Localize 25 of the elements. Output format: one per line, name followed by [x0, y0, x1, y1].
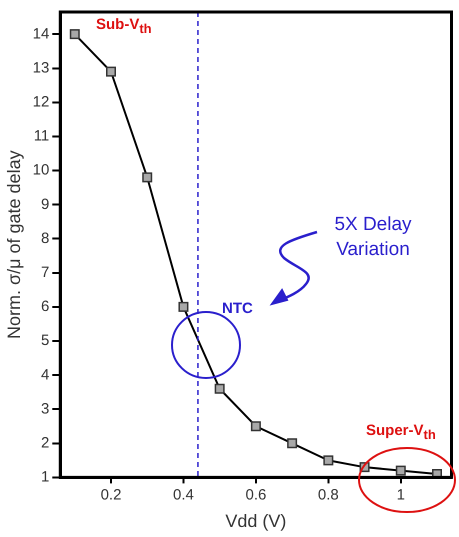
annotation: NTC — [222, 300, 253, 317]
y-tick-label: 13 — [32, 59, 50, 76]
y-tick-label: 7 — [40, 264, 50, 281]
y-tick-label: 3 — [40, 400, 50, 418]
y-tick-label: 1 — [40, 468, 50, 486]
y-axis-title: Norm. σ/μ of gate delay — [4, 150, 24, 339]
x-tick-label: 0.2 — [100, 486, 122, 504]
x-tick-label: 0.4 — [173, 486, 194, 504]
y-tick-label: 10 — [32, 162, 50, 179]
annotation: 5X Delay Variation — [333, 213, 413, 262]
y-tick-label: 4 — [40, 366, 50, 384]
annotation: Sub-V$_{th}$ — [96, 16, 152, 36]
x-tick-label: 1 — [396, 486, 405, 504]
y-tick-label: 2 — [40, 434, 50, 452]
x-tick-label: 0.6 — [245, 486, 266, 504]
x-axis-title: Vdd (V) — [225, 511, 286, 532]
y-tick-label: 6 — [40, 298, 50, 316]
x-tick-label: 0.8 — [318, 486, 339, 504]
y-tick-label: 9 — [40, 196, 50, 213]
y-tick-label: 12 — [32, 93, 50, 110]
y-tick-label: 8 — [40, 230, 50, 247]
annotation: Super-V$_{th}$ — [366, 422, 436, 442]
y-tick-label: 5 — [40, 332, 50, 350]
y-tick-label: 14 — [32, 25, 50, 42]
y-tick-label: 11 — [34, 128, 50, 145]
